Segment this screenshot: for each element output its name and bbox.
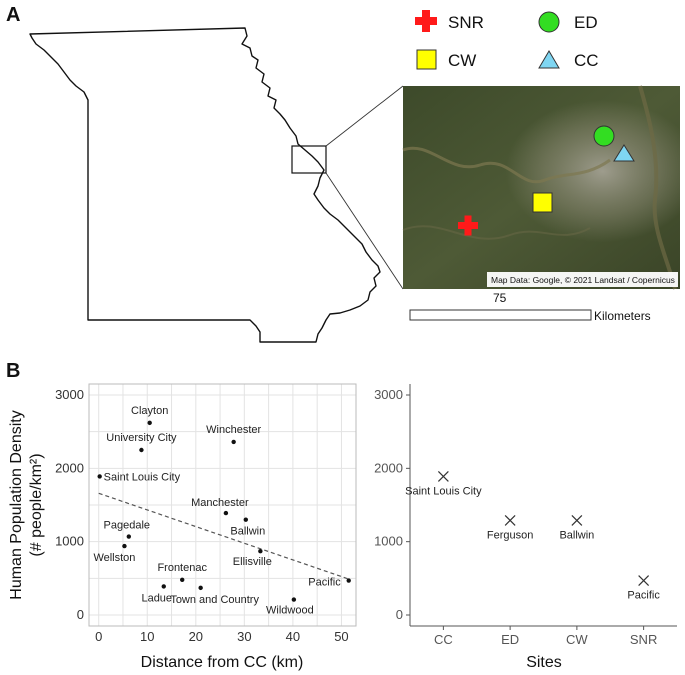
legend-label-cw: CW xyxy=(448,51,476,70)
data-point-label: Saint Louis City xyxy=(405,485,482,497)
scale-bar: 75 Kilometers xyxy=(409,291,651,323)
x-tick-label: 50 xyxy=(334,629,348,644)
panel-a-letter: A xyxy=(6,4,20,26)
data-point-label: Clayton xyxy=(131,405,168,417)
y-axis-ticks: 0 1000 2000 3000 xyxy=(55,387,84,622)
x-axis-title: Distance from CC (km) xyxy=(141,654,304,671)
data-point-label: Winchester xyxy=(206,424,261,436)
green-circle-icon xyxy=(538,11,560,33)
data-point-label: Ballwin xyxy=(559,529,594,541)
data-point xyxy=(126,534,132,539)
data-point-label: Wildwood xyxy=(266,605,314,617)
data-point-label: Town and Country xyxy=(170,594,259,606)
y-tick-label: 2000 xyxy=(55,460,84,475)
legend-label-ed: ED xyxy=(574,13,598,32)
y-axis-ticks: 0 1000 2000 3000 xyxy=(374,387,410,622)
data-point xyxy=(291,597,297,602)
y-tick-label: 0 xyxy=(396,607,403,622)
y-tick-label: 3000 xyxy=(374,387,403,402)
x-axis-ticks: 0 10 20 30 40 50 xyxy=(95,629,349,644)
x-axis-ticks: CC ED CW SNR xyxy=(434,626,657,647)
trend-line xyxy=(98,492,349,580)
data-point-label: Ladue xyxy=(141,592,172,604)
data-points: Clayton University City Winchester Saint Lo… xyxy=(93,405,351,617)
data-point xyxy=(258,549,263,554)
data-point xyxy=(346,578,351,583)
data-point-label: Pacific xyxy=(308,577,341,589)
data-point-label: University City xyxy=(106,432,177,444)
data-point-label: Wellston xyxy=(93,552,135,564)
site-marker-snr xyxy=(458,215,478,236)
data-point-label: Ferguson xyxy=(487,529,533,541)
cyan-triangle-icon xyxy=(538,50,560,69)
y-tick-label: 0 xyxy=(77,607,84,622)
data-point-marker xyxy=(437,470,449,482)
plot-frame xyxy=(88,383,357,627)
scale-value: 75 xyxy=(493,291,507,305)
data-point xyxy=(223,510,229,516)
site-marker-cw xyxy=(532,192,553,213)
y-axis-title-units: (# people/km²) xyxy=(28,453,45,556)
data-point xyxy=(97,474,102,479)
legend-label-snr: SNR xyxy=(448,13,484,32)
panel-b-letter: B xyxy=(6,360,20,382)
data-point-label: Saint Louis City xyxy=(104,471,181,483)
data-point xyxy=(147,420,152,426)
x-axis-title: Sites xyxy=(526,654,562,671)
inset-connector xyxy=(325,85,404,147)
scale-unit: Kilometers xyxy=(594,309,651,323)
y-axis-title: Human Population Density xyxy=(8,410,25,599)
data-point-label: Ballwin xyxy=(230,526,265,538)
data-point xyxy=(243,517,249,522)
x-tick-label: CW xyxy=(566,632,588,647)
map-attribution: Map Data: Google, © 2021 Landsat / Coper… xyxy=(491,275,675,285)
red-cross-icon xyxy=(415,10,437,32)
data-points: Saint Louis City Ferguson Ballwin Pacific xyxy=(405,470,660,602)
chart-density-by-site: 0 1000 2000 3000 CC ED CW SNR Saint Louis City… xyxy=(374,384,677,671)
data-point xyxy=(198,585,203,591)
yellow-square-icon xyxy=(416,49,437,70)
inset-box xyxy=(291,145,327,174)
x-tick-label: 10 xyxy=(140,629,154,644)
grid xyxy=(89,384,356,626)
missouri-outline xyxy=(29,27,381,343)
y-tick-label: 1000 xyxy=(374,534,403,549)
x-tick-label: ED xyxy=(501,632,519,647)
y-tick-label: 2000 xyxy=(374,460,403,475)
y-tick-label: 1000 xyxy=(55,534,84,549)
y-tick-label: 3000 xyxy=(55,387,84,402)
legend: SNR ED CW CC xyxy=(415,10,599,70)
x-tick-label: CC xyxy=(434,632,453,647)
x-tick-label: SNR xyxy=(630,632,657,647)
data-point-marker xyxy=(638,575,650,586)
data-point-label: Ellisville xyxy=(233,556,272,568)
data-point-label: Pagedale xyxy=(104,520,151,532)
site-marker-cc xyxy=(613,144,635,162)
legend-label-cc: CC xyxy=(574,51,599,70)
satellite-map: Map Data: Google, © 2021 Landsat / Coper… xyxy=(402,85,680,290)
data-point-label: Pacific xyxy=(627,590,660,602)
x-tick-label: 20 xyxy=(189,629,203,644)
x-tick-label: 30 xyxy=(237,629,251,644)
site-marker-ed xyxy=(593,125,615,147)
x-tick-label: 40 xyxy=(286,629,300,644)
data-point-label: Manchester xyxy=(191,497,249,509)
data-point-marker xyxy=(504,514,516,526)
data-point-label: Frontenac xyxy=(157,562,207,574)
x-tick-label: 0 xyxy=(95,629,102,644)
data-point xyxy=(231,439,236,445)
data-point xyxy=(122,543,127,549)
data-point-marker xyxy=(571,514,583,526)
data-point xyxy=(139,447,144,453)
data-point xyxy=(180,577,185,582)
data-point xyxy=(161,584,166,589)
inset-connector xyxy=(325,172,404,290)
chart-density-vs-distance: 0 1000 2000 3000 0 10 20 30 40 50 Clayton Univers… xyxy=(8,383,357,671)
